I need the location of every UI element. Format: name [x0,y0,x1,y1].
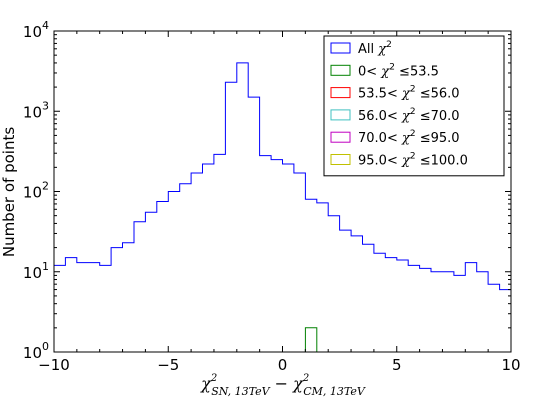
x-tick-label: −10 [38,356,70,374]
x-tick-label: 10 [501,356,520,374]
legend-entry: All χ2 [358,40,392,57]
y-tick-label: 100 [23,340,49,362]
legend: All χ2 0< χ2 ≤53.5 53.5< χ2 ≤56.0 56.0< χ2 … [323,35,505,177]
x-tick-label: 5 [392,356,402,374]
legend-entry: 70.0< χ2 ≤95.0 [358,129,460,146]
x-axis-label: χ2 SN, 13TeV − χ2 CM, 13TeV [200,373,366,398]
legend-swatch [330,109,351,121]
legend-entry: 95.0< χ2 ≤100.0 [358,152,468,169]
legend-swatch [330,42,351,54]
y-tick-label: 104 [23,19,49,41]
legend-entry: 56.0< χ2 ≤70.0 [358,107,460,124]
legend-entry: 0< χ2 ≤53.5 [358,62,439,79]
legend-swatch [330,87,351,99]
legend-swatch [330,131,351,143]
y-tick-label: 102 [23,180,49,202]
x-tick-label: −5 [157,356,179,374]
series-0 [53,62,512,352]
legend-swatch [330,64,351,76]
y-tick-label: 103 [23,99,49,121]
legend-swatch [330,154,351,165]
legend-entry: 53.5< χ2 ≤56.0 [358,85,460,102]
y-tick-label: 101 [23,260,49,282]
series-step-line [53,62,512,352]
axis-layer: −10 −5 0 5 10 100 101 102 103 104 [23,19,521,374]
legend-box [323,35,505,177]
x-tick-label: 0 [278,356,288,374]
y-axis-label: Number of points [0,127,18,258]
